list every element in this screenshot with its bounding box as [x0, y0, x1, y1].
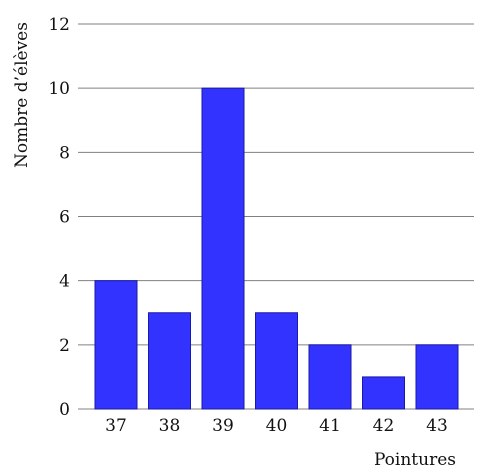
x-tick-label: 40: [266, 416, 288, 436]
y-tick-label: 8: [59, 143, 70, 163]
gridlines: [78, 23, 474, 410]
y-tick-label: 12: [48, 15, 70, 35]
y-tick-label: 0: [59, 400, 70, 420]
y-tick-labels: 0 2 4 6 8 10 12: [48, 15, 70, 420]
y-tick-label: 2: [59, 336, 70, 356]
y-tick-label: 4: [59, 272, 70, 292]
x-tick-label: 42: [373, 416, 395, 436]
bar-40: [255, 312, 298, 410]
x-tick-labels: 37 38 39 40 41 42 43: [105, 416, 448, 436]
x-tick-label: 41: [319, 416, 341, 436]
bar-41: [308, 344, 352, 410]
bar-37: [94, 280, 138, 410]
x-tick-label: 43: [426, 416, 448, 436]
y-tick-label: 6: [59, 208, 70, 228]
bar-43: [415, 344, 459, 410]
bar-42: [362, 376, 405, 410]
bar-39: [201, 87, 245, 410]
x-tick-label: 38: [159, 416, 181, 436]
bars: [94, 87, 459, 410]
y-tick-label: 10: [48, 79, 70, 99]
y-axis-title: Nombre d’élèves: [12, 22, 32, 168]
x-tick-label: 39: [212, 416, 234, 436]
x-tick-label: 37: [105, 416, 127, 436]
x-axis-title: Pointures: [374, 450, 456, 470]
bar-38: [148, 312, 191, 410]
